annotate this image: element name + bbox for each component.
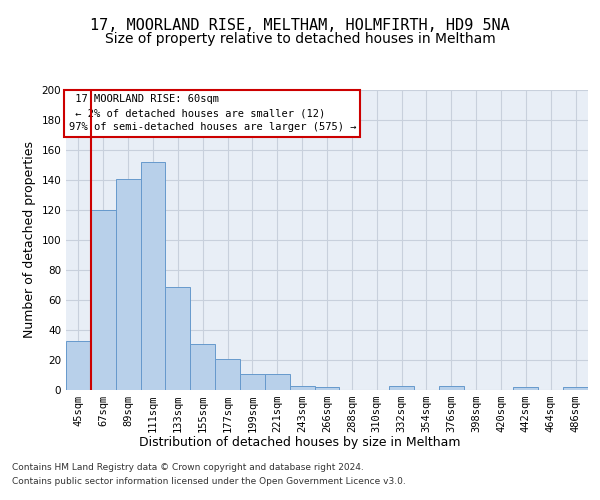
Text: Contains HM Land Registry data © Crown copyright and database right 2024.: Contains HM Land Registry data © Crown c… [12, 464, 364, 472]
Bar [439, 386, 464, 390]
Y-axis label: Number of detached properties: Number of detached properties [23, 142, 36, 338]
Bar [514, 387, 538, 390]
Text: Size of property relative to detached houses in Meltham: Size of property relative to detached ho… [104, 32, 496, 46]
Bar [116, 178, 140, 390]
Bar [66, 340, 91, 390]
Text: Distribution of detached houses by size in Meltham: Distribution of detached houses by size … [139, 436, 461, 449]
Bar [91, 210, 116, 390]
Bar [190, 344, 215, 390]
Text: Contains public sector information licensed under the Open Government Licence v3: Contains public sector information licen… [12, 477, 406, 486]
Bar [290, 386, 314, 390]
Text: 17 MOORLAND RISE: 60sqm
 ← 2% of detached houses are smaller (12)
97% of semi-de: 17 MOORLAND RISE: 60sqm ← 2% of detached… [68, 94, 356, 132]
Bar [215, 358, 240, 390]
Text: 17, MOORLAND RISE, MELTHAM, HOLMFIRTH, HD9 5NA: 17, MOORLAND RISE, MELTHAM, HOLMFIRTH, H… [90, 18, 510, 32]
Bar [265, 374, 290, 390]
Bar [563, 387, 588, 390]
Bar [389, 386, 414, 390]
Bar [240, 374, 265, 390]
Bar [166, 286, 190, 390]
Bar [314, 387, 340, 390]
Bar [140, 162, 166, 390]
